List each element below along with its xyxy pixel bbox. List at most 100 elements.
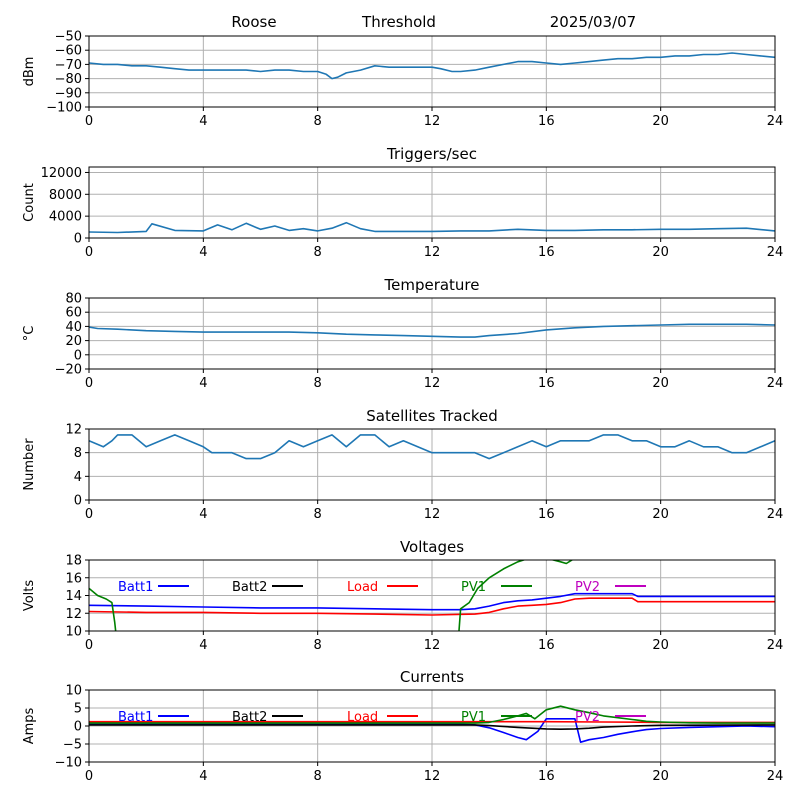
- y-tick-label: 12000: [41, 166, 82, 181]
- legend-label-batt2: Batt2: [232, 580, 267, 595]
- y-tick-label: 20: [65, 334, 82, 349]
- legend-label-load: Load: [347, 710, 378, 725]
- y-tick-label: 14: [65, 589, 82, 604]
- x-tick-label: 20: [652, 114, 669, 129]
- chart-title: Triggers/sec: [386, 145, 477, 163]
- x-tick-label: 20: [652, 245, 669, 260]
- figure-header: Roose Threshold 2025/03/07: [231, 13, 636, 31]
- x-tick-label: 24: [767, 769, 784, 784]
- x-tick-label: 4: [199, 114, 207, 129]
- y-tick-label: −90: [55, 86, 82, 101]
- y-tick-label: −70: [55, 58, 82, 73]
- x-tick-label: 24: [767, 507, 784, 522]
- x-tick-label: 8: [314, 638, 322, 653]
- x-tick-label: 24: [767, 376, 784, 391]
- legend-label-pv2: PV2: [575, 580, 600, 595]
- x-tick-label: 12: [424, 376, 441, 391]
- y-tick-label: −50: [55, 30, 82, 45]
- header-date: 2025/03/07: [550, 13, 636, 31]
- x-tick-label: 16: [538, 114, 555, 129]
- chart-title: Currents: [400, 668, 464, 686]
- y-tick-label: 10: [65, 684, 82, 699]
- x-tick-label: 20: [652, 638, 669, 653]
- x-tick-label: 16: [538, 507, 555, 522]
- y-tick-label: 40: [65, 320, 82, 335]
- x-tick-label: 24: [767, 638, 784, 653]
- x-tick-label: 16: [538, 769, 555, 784]
- legend-label-batt1: Batt1: [118, 580, 153, 595]
- x-tick-label: 4: [199, 507, 207, 522]
- y-axis-label: Number: [22, 438, 37, 491]
- chart-panel-5: 0 4 8 12 16 20 24 10 12 14 16 18 Voltages Volts Batt1 B…: [22, 538, 783, 653]
- y-tick-label: 10: [65, 625, 82, 640]
- x-tick-label: 4: [199, 769, 207, 784]
- y-axis-label: Count: [22, 183, 37, 222]
- x-tick-label: 20: [652, 769, 669, 784]
- chart-title: Satellites Tracked: [366, 407, 497, 425]
- series-line-pv1: [89, 560, 574, 631]
- series-line-1: [89, 221, 775, 234]
- series-line-1: [89, 52, 775, 80]
- y-tick-label: 4000: [49, 210, 82, 225]
- y-axis-label: °C: [22, 326, 37, 342]
- y-axis-label: dBm: [22, 57, 37, 87]
- x-tick-label: 0: [85, 245, 93, 260]
- x-tick-label: 12: [424, 245, 441, 260]
- y-tick-label: 0: [74, 348, 82, 363]
- chart-panel-4: 0 4 8 12 16 20 24 0 4 8 12 Satellites Tracked Number: [22, 407, 783, 522]
- x-tick-label: 16: [538, 245, 555, 260]
- x-tick-label: 8: [314, 376, 322, 391]
- series-line-pv1: [89, 705, 775, 724]
- x-tick-label: 12: [424, 507, 441, 522]
- x-tick-label: 24: [767, 245, 784, 260]
- chart-title: Voltages: [400, 538, 464, 556]
- y-tick-label: 5: [74, 702, 82, 717]
- legend-label-pv2: PV2: [575, 710, 600, 725]
- x-tick-label: 12: [424, 114, 441, 129]
- y-tick-label: −10: [55, 756, 82, 771]
- x-tick-label: 4: [199, 376, 207, 391]
- chart-panel-2: 0 4 8 12 16 20 24 0 4000 8000 12000 Triggers/sec Cou…: [22, 145, 783, 260]
- series-line-batt2: [89, 724, 775, 731]
- x-tick-label: 0: [85, 507, 93, 522]
- y-tick-label: 60: [65, 306, 82, 321]
- y-tick-label: −100: [46, 101, 82, 116]
- x-tick-label: 0: [85, 638, 93, 653]
- y-tick-label: 0: [74, 720, 82, 735]
- x-tick-label: 24: [767, 114, 784, 129]
- x-tick-label: 0: [85, 769, 93, 784]
- series-line-1: [89, 434, 775, 460]
- x-tick-label: 0: [85, 114, 93, 129]
- y-tick-label: 8000: [49, 188, 82, 203]
- legend-label-batt1: Batt1: [118, 710, 153, 725]
- y-tick-label: 12: [65, 423, 82, 438]
- y-tick-label: 4: [74, 470, 82, 485]
- series-line-1: [89, 323, 775, 338]
- y-tick-label: 16: [65, 571, 82, 586]
- x-tick-label: 12: [424, 769, 441, 784]
- y-tick-label: −60: [55, 44, 82, 59]
- series-line-load: [89, 597, 775, 616]
- x-tick-label: 8: [314, 114, 322, 129]
- x-tick-label: 8: [314, 507, 322, 522]
- y-tick-label: 80: [65, 292, 82, 307]
- chart-title: Temperature: [383, 276, 479, 294]
- series-line-batt1: [89, 592, 775, 611]
- x-tick-label: 16: [538, 376, 555, 391]
- chart-panel-1: 0 4 8 12 16 20 24 −100−90−80−70−60−50 dBm: [22, 30, 783, 130]
- header-mode: Threshold: [361, 13, 436, 31]
- legend-label-batt2: Batt2: [232, 710, 267, 725]
- y-tick-label: 0: [74, 494, 82, 509]
- x-tick-label: 20: [652, 507, 669, 522]
- legend-label-pv1: PV1: [461, 580, 486, 595]
- y-tick-label: 8: [74, 446, 82, 461]
- legend-label-load: Load: [347, 580, 378, 595]
- x-tick-label: 4: [199, 638, 207, 653]
- x-tick-label: 12: [424, 638, 441, 653]
- legend-label-pv1: PV1: [461, 710, 486, 725]
- y-tick-label: −20: [55, 363, 82, 378]
- y-tick-label: 12: [65, 607, 82, 622]
- x-tick-label: 8: [314, 769, 322, 784]
